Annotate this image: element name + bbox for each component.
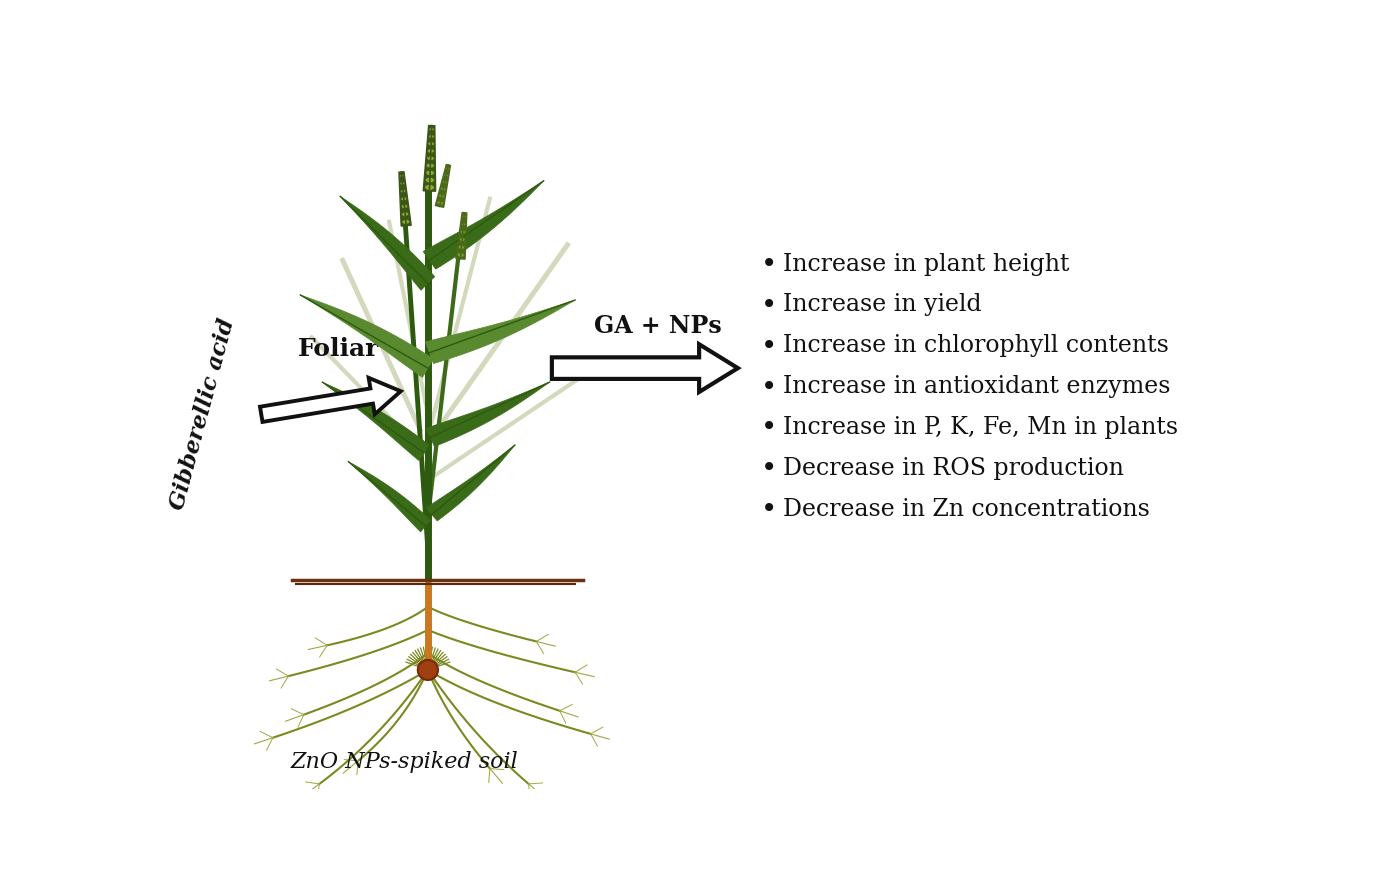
- Text: •: •: [760, 291, 777, 319]
- Ellipse shape: [401, 182, 405, 185]
- Ellipse shape: [443, 174, 449, 176]
- Text: •: •: [760, 455, 777, 482]
- Ellipse shape: [401, 197, 406, 201]
- Text: Gibberellic acid: Gibberellic acid: [167, 316, 240, 512]
- Polygon shape: [399, 172, 412, 226]
- Ellipse shape: [463, 215, 467, 218]
- Polygon shape: [427, 445, 515, 521]
- Polygon shape: [322, 382, 430, 461]
- Ellipse shape: [428, 135, 434, 138]
- Text: Decrease in ROS production: Decrease in ROS production: [784, 456, 1124, 479]
- Text: Increase in chlorophyll contents: Increase in chlorophyll contents: [784, 334, 1169, 357]
- Polygon shape: [435, 165, 450, 207]
- Polygon shape: [425, 382, 549, 447]
- Ellipse shape: [461, 222, 465, 226]
- Ellipse shape: [459, 245, 464, 249]
- Text: •: •: [760, 373, 777, 400]
- Circle shape: [417, 660, 438, 680]
- Ellipse shape: [424, 184, 434, 190]
- Ellipse shape: [427, 163, 434, 168]
- Polygon shape: [423, 181, 544, 269]
- Ellipse shape: [459, 237, 465, 242]
- Ellipse shape: [457, 253, 464, 257]
- Ellipse shape: [460, 230, 465, 234]
- Polygon shape: [340, 197, 435, 291]
- Polygon shape: [348, 462, 431, 532]
- Ellipse shape: [437, 201, 443, 205]
- Text: ZnO NPs-spiked soil: ZnO NPs-spiked soil: [291, 751, 519, 773]
- Ellipse shape: [425, 170, 434, 175]
- Ellipse shape: [425, 177, 434, 183]
- Ellipse shape: [402, 220, 410, 224]
- Polygon shape: [423, 126, 435, 191]
- Ellipse shape: [442, 181, 448, 183]
- Text: •: •: [760, 250, 777, 278]
- Ellipse shape: [439, 194, 445, 198]
- Ellipse shape: [427, 149, 434, 153]
- Text: Foliar: Foliar: [299, 337, 380, 361]
- Text: •: •: [760, 414, 777, 441]
- Ellipse shape: [427, 156, 434, 160]
- Ellipse shape: [402, 212, 409, 216]
- Ellipse shape: [446, 167, 449, 169]
- Text: Increase in P, K, Fe, Mn in plants: Increase in P, K, Fe, Mn in plants: [784, 416, 1177, 439]
- Polygon shape: [300, 295, 434, 377]
- Text: GA + NPs: GA + NPs: [595, 314, 723, 338]
- Polygon shape: [425, 300, 576, 363]
- Text: •: •: [760, 495, 777, 523]
- Text: Increase in yield: Increase in yield: [784, 293, 982, 316]
- Ellipse shape: [430, 128, 434, 131]
- Text: Increase in antioxidant enzymes: Increase in antioxidant enzymes: [784, 375, 1170, 398]
- Text: Decrease in Zn concentrations: Decrease in Zn concentrations: [784, 498, 1150, 521]
- Polygon shape: [260, 377, 401, 422]
- Ellipse shape: [441, 188, 446, 190]
- Polygon shape: [552, 345, 738, 392]
- Polygon shape: [456, 213, 467, 260]
- Ellipse shape: [428, 142, 434, 146]
- Ellipse shape: [401, 205, 408, 208]
- Ellipse shape: [401, 190, 406, 193]
- Ellipse shape: [399, 175, 403, 177]
- Text: Increase in plant height: Increase in plant height: [784, 253, 1070, 276]
- Text: •: •: [760, 331, 777, 360]
